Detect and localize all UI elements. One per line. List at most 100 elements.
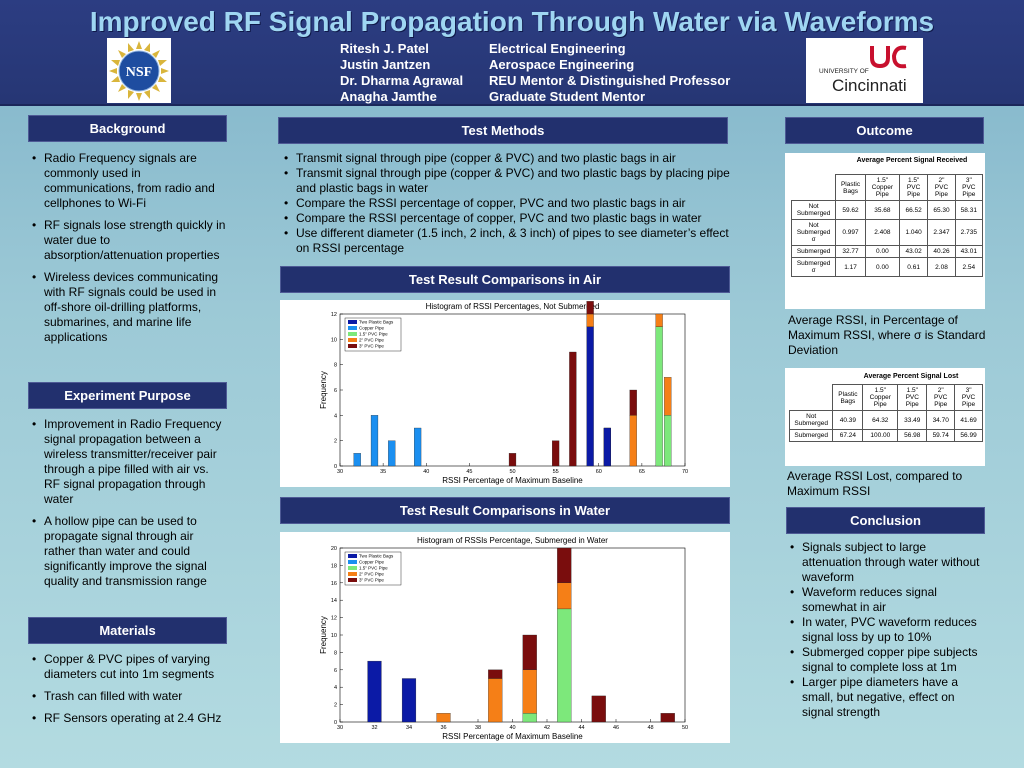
author-name: Ritesh J. Patel xyxy=(340,41,429,56)
x-tick-label: 34 xyxy=(406,725,412,731)
legend-swatch xyxy=(348,554,357,558)
histogram-bar xyxy=(414,427,422,467)
histogram-bar xyxy=(591,695,606,723)
legend-label: Two Plastic Bags xyxy=(359,320,394,325)
background-heading: Background xyxy=(28,115,227,142)
table-row: Not Submerged σ 0.997 2.408 1.040 2.347 … xyxy=(790,219,984,246)
list-item: Submerged copper pipe subjects signal to… xyxy=(786,645,986,675)
table-cell: 43.01 xyxy=(954,245,984,258)
histogram-bar xyxy=(522,669,537,714)
table-header: 2" PVC Pipe xyxy=(927,174,956,201)
x-tick-label: 48 xyxy=(647,725,653,731)
list-item: Compare the RSSI percentage of copper, P… xyxy=(280,211,730,226)
table-header: 3" PVC Pipe xyxy=(954,174,984,201)
x-tick-label: 50 xyxy=(509,469,515,475)
list-item: RF Sensors operating at 2.4 GHz xyxy=(28,711,228,726)
legend-swatch xyxy=(348,338,357,342)
x-tick-label: 42 xyxy=(544,725,550,731)
y-axis-label: Frequency xyxy=(319,616,328,654)
histogram-bar xyxy=(655,326,663,467)
x-tick-label: 40 xyxy=(509,725,515,731)
histogram-bar xyxy=(508,453,517,467)
materials-section: Copper & PVC pipes of varying diameters … xyxy=(28,652,228,733)
histogram-bar xyxy=(401,678,417,723)
purpose-section: Improvement in Radio Frequency signal pr… xyxy=(28,417,228,596)
y-tick-label: 14 xyxy=(331,598,337,604)
chart-title: Histogram of RSSI Percentages, Not Subme… xyxy=(426,302,600,311)
author-name: Justin Jantzen xyxy=(340,57,431,72)
list-item: Copper & PVC pipes of varying diameters … xyxy=(28,652,228,682)
author-row: Ritesh J. Patel Electrical Engineering xyxy=(340,41,730,57)
materials-heading: Materials xyxy=(28,617,227,644)
y-tick-label: 12 xyxy=(331,616,337,622)
received-caption: Average RSSI, in Percentage of Maximum R… xyxy=(788,313,986,357)
histogram-bar xyxy=(629,415,637,467)
table-header: 3" PVC Pipe xyxy=(954,384,983,411)
y-tick-label: 10 xyxy=(331,337,337,343)
legend-label: 3" PVC Pipe xyxy=(359,344,384,349)
table-cell: 100.00 xyxy=(862,429,899,442)
table-cell: 0.00 xyxy=(864,257,900,277)
legend-label: Copper Pipe xyxy=(359,560,385,565)
table-header: 1.5" PVC Pipe xyxy=(897,384,928,411)
x-tick-label: 38 xyxy=(475,725,481,731)
lost-table-title: Average Percent Signal Lost xyxy=(863,373,959,380)
legend-swatch xyxy=(348,332,357,336)
x-tick-label: 30 xyxy=(337,725,343,731)
nsf-letters: NSF xyxy=(126,65,152,80)
table-cell: 2.347 xyxy=(927,219,956,246)
table-cell: 67.24 xyxy=(832,429,864,442)
legend-label: 2" PVC Pipe xyxy=(359,572,384,577)
x-tick-label: 70 xyxy=(682,469,688,475)
y-tick-label: 8 xyxy=(334,363,337,369)
y-tick-label: 0 xyxy=(334,720,337,726)
table-cell: 43.02 xyxy=(898,245,929,258)
legend-swatch xyxy=(348,320,357,324)
list-item: Compare the RSSI percentage of copper, P… xyxy=(280,196,730,211)
table-cell: 2.408 xyxy=(864,219,900,246)
lost-caption: Average RSSI Lost, compared to Maximum R… xyxy=(787,469,963,498)
y-tick-label: 16 xyxy=(331,581,337,587)
table-cell: 33.49 xyxy=(897,410,928,430)
y-tick-label: 4 xyxy=(334,685,337,691)
methods-heading: Test Methods xyxy=(278,117,728,144)
legend-label: Copper Pipe xyxy=(359,326,385,331)
author-role: Electrical Engineering xyxy=(489,41,626,56)
x-tick-label: 44 xyxy=(578,725,584,731)
table-row: Not Submerged 40.39 64.32 33.49 34.70 41… xyxy=(788,410,983,430)
x-tick-label: 60 xyxy=(596,469,602,475)
table-header: 1.5" PVC Pipe xyxy=(898,174,929,201)
histogram-bar xyxy=(370,415,379,467)
y-tick-label: 12 xyxy=(331,312,337,318)
table-cell: 66.52 xyxy=(898,200,929,220)
y-tick-label: 2 xyxy=(334,439,337,445)
legend-label: 1.5" PVC Pipe xyxy=(359,566,388,571)
author-list: Ritesh J. Patel Electrical Engineering Ju… xyxy=(340,41,730,105)
legend-swatch xyxy=(348,560,357,564)
uc-university-of: UNIVERSITY OF xyxy=(819,68,869,75)
list-item: A hollow pipe can be used to propagate s… xyxy=(28,514,228,589)
table-cell: 32.77 xyxy=(835,245,866,258)
histogram-bar xyxy=(388,440,396,467)
list-item: In water, PVC waveform reduces signal lo… xyxy=(786,615,986,645)
y-tick-label: 4 xyxy=(334,413,337,419)
x-tick-label: 55 xyxy=(553,469,559,475)
legend-swatch xyxy=(348,566,357,570)
table-cell: 40.39 xyxy=(832,410,864,430)
received-table-title: Average Percent Signal Received xyxy=(856,157,968,164)
received-table: Plastic Bags 1.5" Copper Pipe 1.5" PVC P… xyxy=(790,174,984,277)
list-item: RF signals lose strength quickly in wate… xyxy=(28,218,228,263)
air-histogram-panel: Histogram of RSSI Percentages, Not Subme… xyxy=(280,300,730,487)
table-cell: 56.98 xyxy=(897,429,928,442)
x-tick-label: 35 xyxy=(380,469,386,475)
histogram-bar xyxy=(557,608,572,723)
y-tick-label: 8 xyxy=(334,650,337,656)
table-cell: 1.040 xyxy=(898,219,929,246)
legend-label: 1.5" PVC Pipe xyxy=(359,332,388,337)
histogram-bar xyxy=(629,389,637,416)
table-corner xyxy=(792,175,836,201)
table-header: 1.5" Copper Pipe xyxy=(862,384,899,411)
histogram-bar xyxy=(664,377,672,416)
row-label: Submerged xyxy=(790,245,837,258)
